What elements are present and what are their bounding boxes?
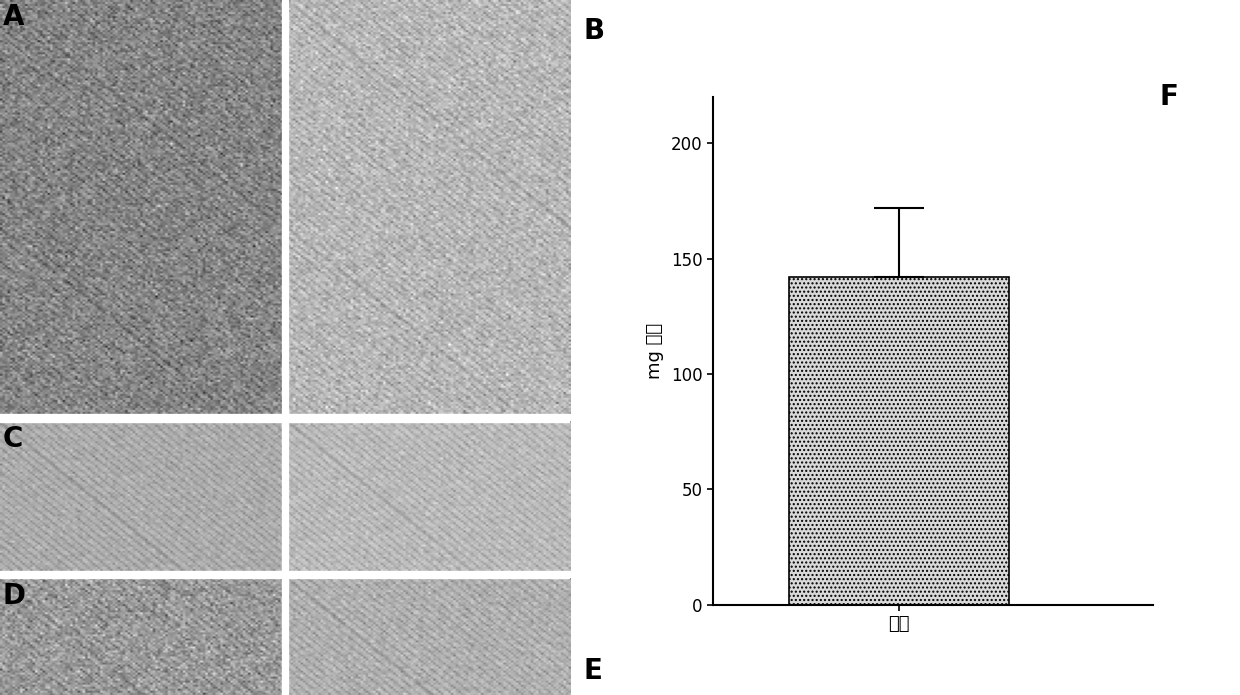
Bar <box>0 571 570 578</box>
Text: F: F <box>1159 83 1178 111</box>
Y-axis label: mg 组织: mg 组织 <box>646 323 663 379</box>
Bar <box>789 277 1009 605</box>
Text: A: A <box>2 3 25 31</box>
Text: D: D <box>2 582 26 610</box>
Text: B: B <box>584 17 605 45</box>
Bar <box>0 414 570 422</box>
Text: E: E <box>584 657 603 685</box>
Bar <box>283 0 288 695</box>
Text: C: C <box>2 425 24 453</box>
